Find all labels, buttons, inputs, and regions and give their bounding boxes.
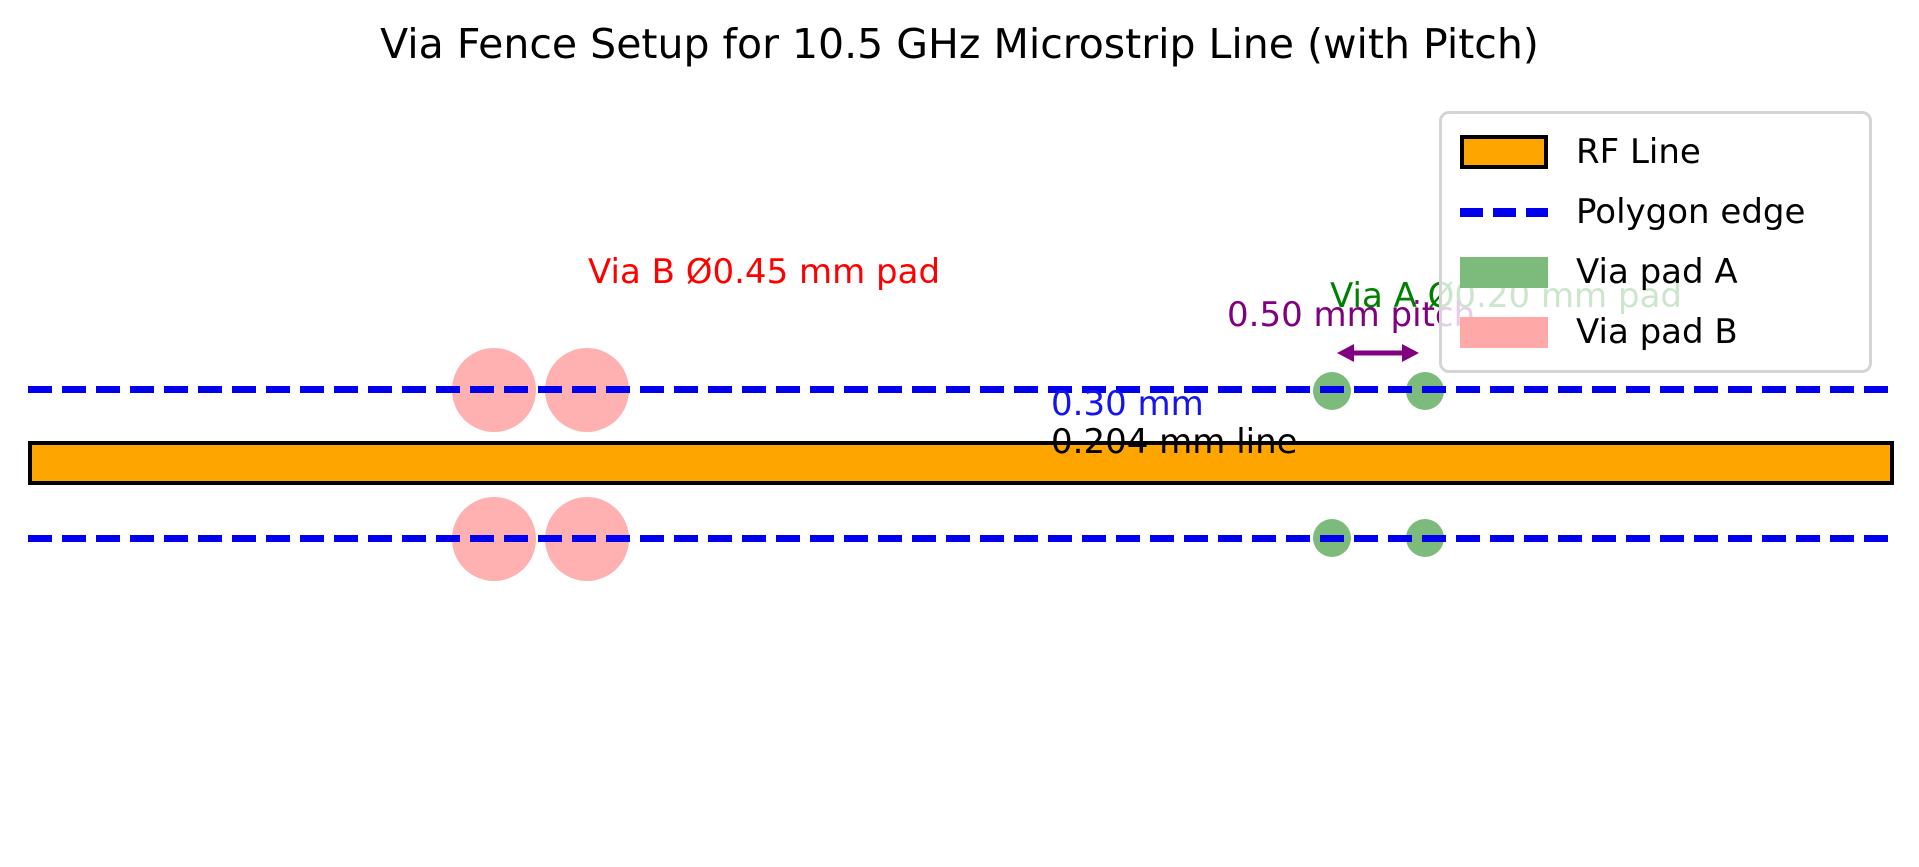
legend: RF Line Polygon edge Via pad A Via pad B [1439, 111, 1872, 373]
via-b-pad-label: Via B Ø0.45 mm pad [588, 252, 941, 292]
rf-line-bar [28, 441, 1894, 485]
rf-line-swatch-icon [1460, 135, 1548, 169]
legend-label-rf-line: RF Line [1576, 132, 1701, 172]
via-pad-a-swatch-icon [1460, 256, 1548, 288]
pitch-arrow-left-head [1337, 344, 1354, 362]
figure-title: Via Fence Setup for 10.5 GHz Microstrip … [380, 20, 1539, 68]
legend-label-via-pad-a: Via pad A [1576, 252, 1738, 292]
via-pad-b-swatch-icon [1460, 316, 1548, 348]
polygon-edge-top-line [28, 386, 1894, 393]
legend-item-via-pad-a: Via pad A [1460, 242, 1851, 302]
pitch-double-arrow-icon [1337, 344, 1419, 362]
line-width-label: 0.204 mm line [1051, 422, 1298, 462]
pitch-label: 0.50 mm pitch [1227, 295, 1476, 335]
clearance-label: 0.30 mm [1051, 384, 1204, 424]
legend-item-rf-line: RF Line [1460, 122, 1851, 182]
legend-label-via-pad-b: Via pad B [1576, 312, 1738, 352]
pitch-arrow-right-head [1402, 344, 1419, 362]
legend-label-polygon-edge: Polygon edge [1576, 192, 1806, 232]
legend-item-polygon-edge: Polygon edge [1460, 182, 1851, 242]
polygon-edge-bottom-line [28, 535, 1894, 542]
polygon-edge-swatch-icon [1460, 207, 1548, 217]
legend-item-via-pad-b: Via pad B [1460, 302, 1851, 362]
